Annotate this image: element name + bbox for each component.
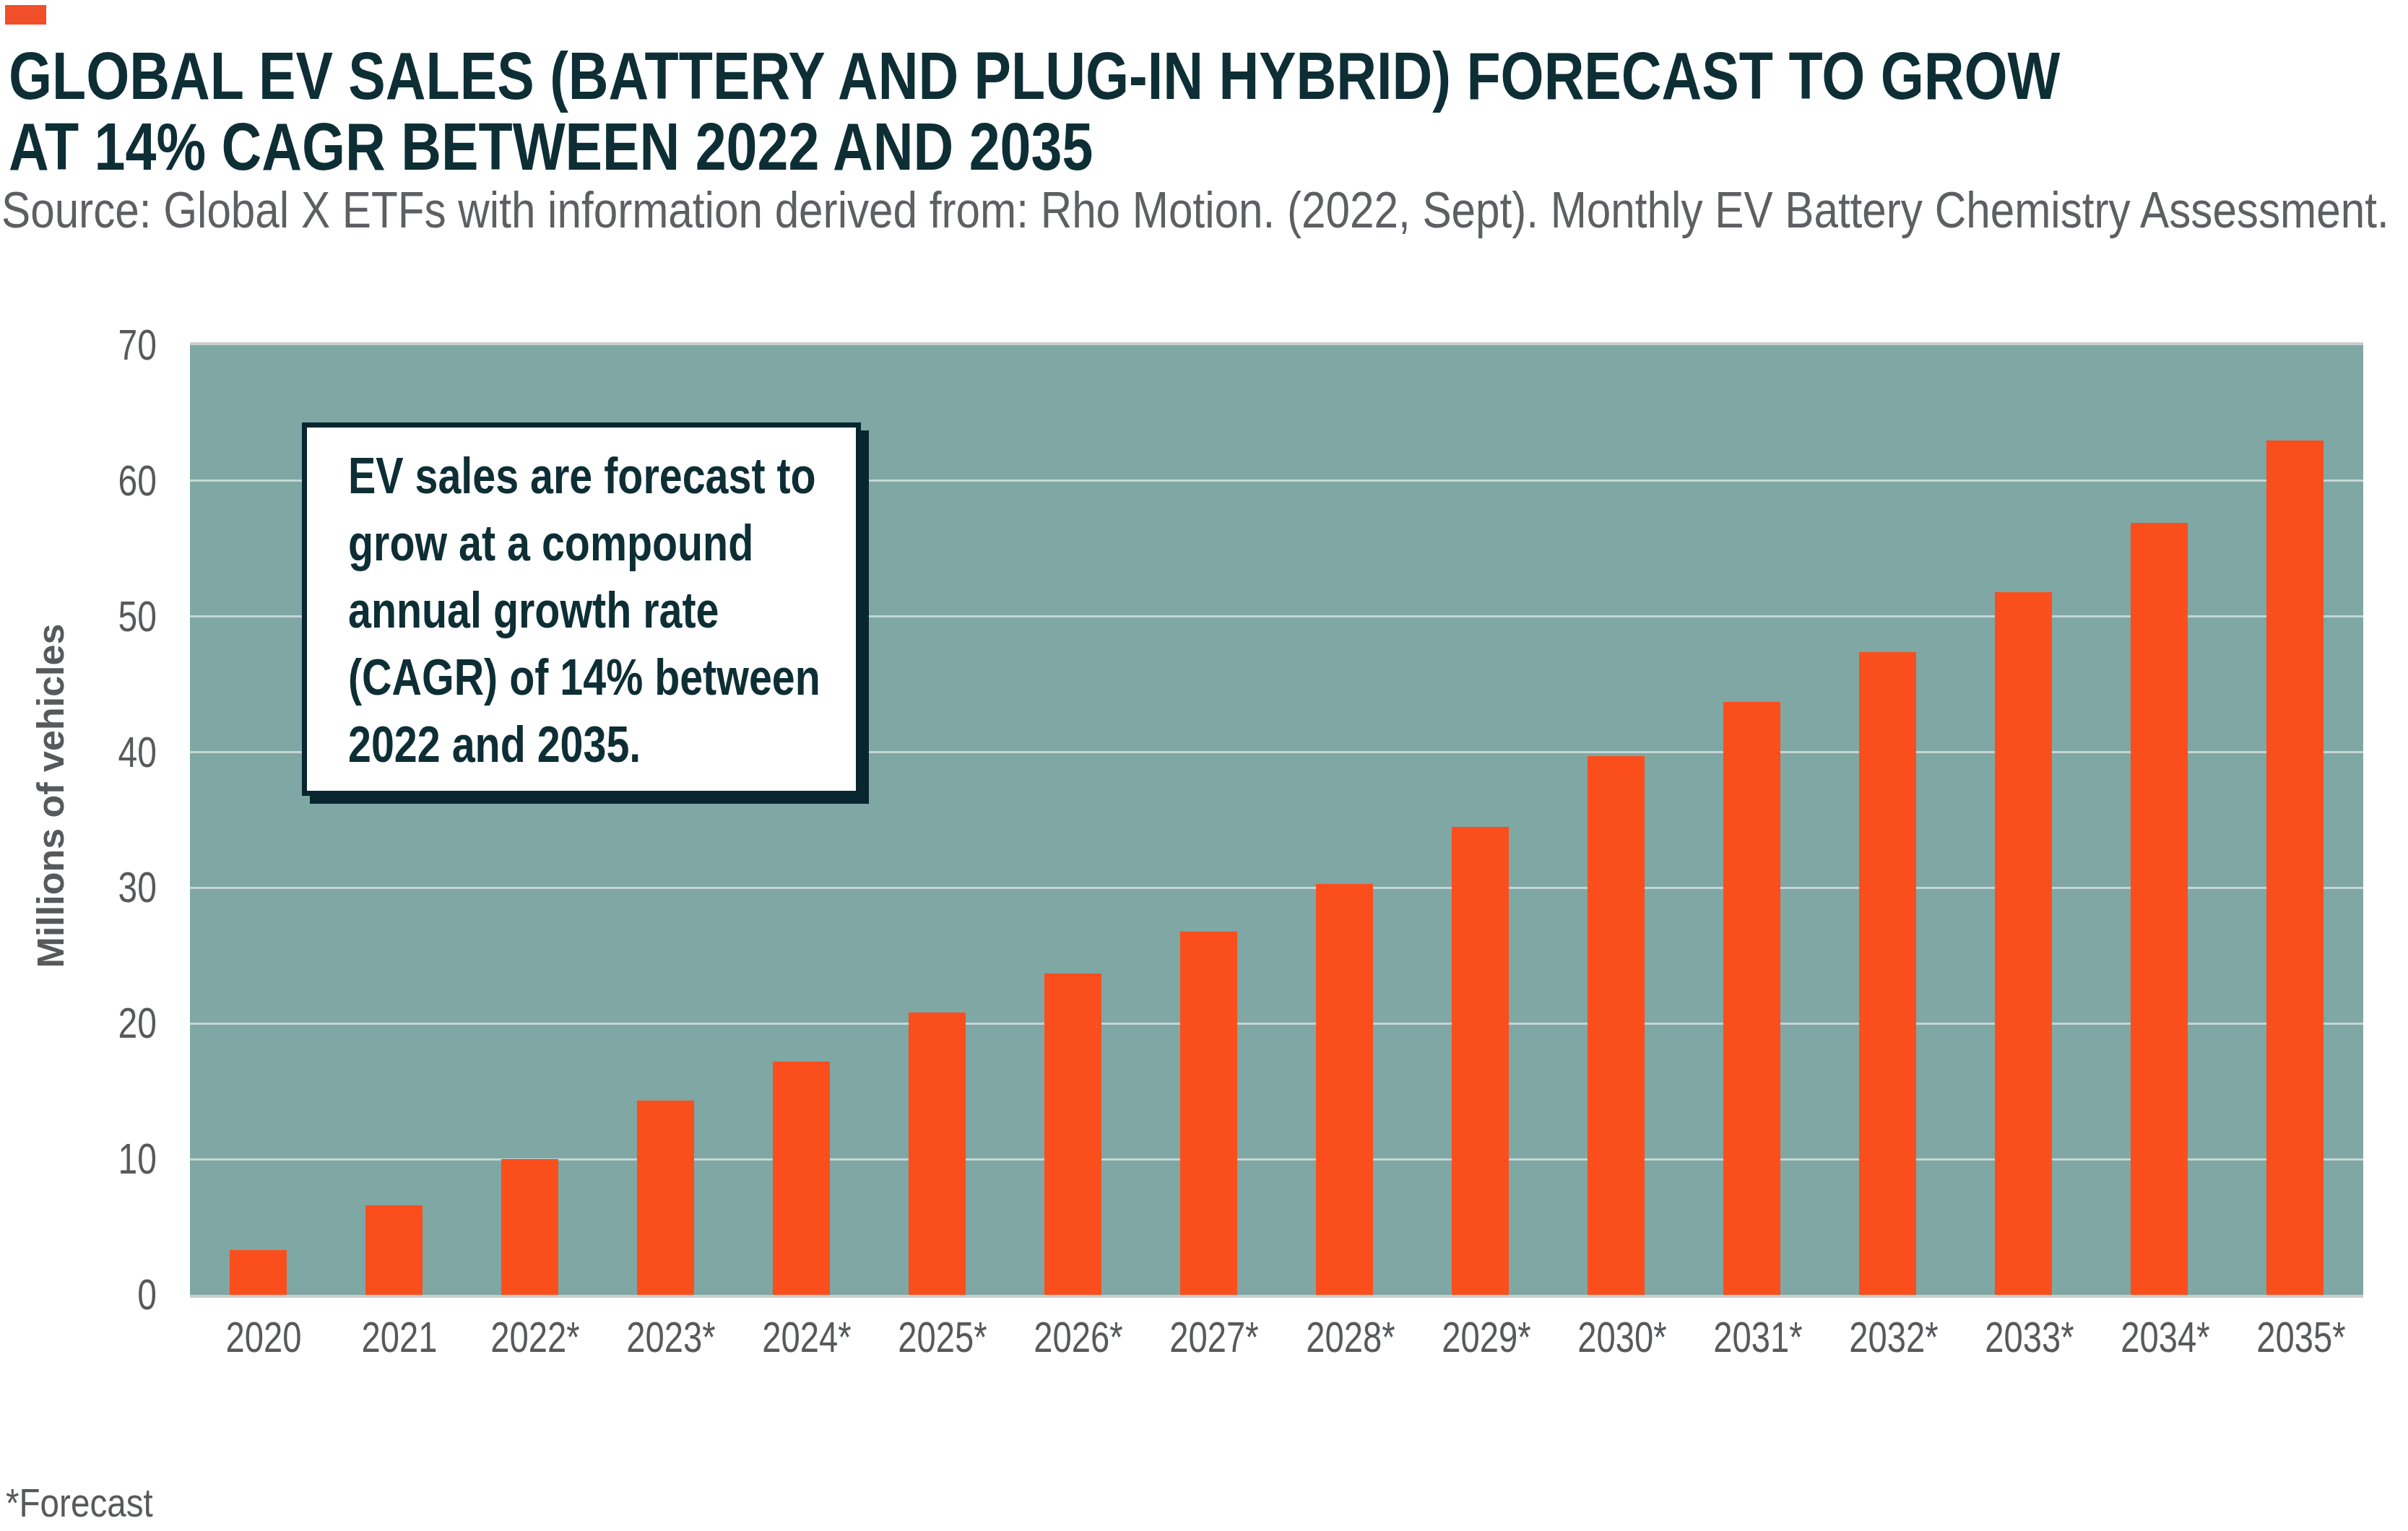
bar-2025 bbox=[909, 1012, 966, 1295]
x-tick-2020: 2020 bbox=[209, 1313, 318, 1362]
bar-2029 bbox=[1452, 827, 1509, 1295]
chart-title: GLOBAL EV SALES (BATTERY AND PLUG-IN HYB… bbox=[9, 40, 2060, 182]
accent-dash bbox=[5, 5, 46, 25]
x-tick-2022: 2022* bbox=[481, 1313, 589, 1362]
bar-2027 bbox=[1180, 932, 1237, 1295]
bar-2020 bbox=[230, 1250, 287, 1295]
x-axis-line bbox=[190, 1295, 2363, 1298]
y-tick-30: 30 bbox=[31, 866, 157, 909]
y-tick-0: 0 bbox=[31, 1273, 157, 1317]
plot-top-border bbox=[190, 342, 2363, 345]
title-line-1: GLOBAL EV SALES (BATTERY AND PLUG-IN HYB… bbox=[9, 40, 2060, 111]
bar-2026 bbox=[1044, 973, 1101, 1295]
source-note: Source: Global X ETFs with information d… bbox=[1, 181, 2389, 239]
callout-box: EV sales are forecast to grow at a compo… bbox=[302, 422, 861, 796]
forecast-footnote: *Forecast bbox=[6, 1479, 153, 1526]
x-tick-2025: 2025* bbox=[888, 1313, 997, 1362]
bar-2022 bbox=[501, 1159, 558, 1295]
x-tick-2034: 2034* bbox=[2111, 1313, 2219, 1362]
bar-2035 bbox=[2266, 441, 2323, 1296]
y-tick-70: 70 bbox=[31, 324, 157, 367]
callout-text: EV sales are forecast to grow at a compo… bbox=[348, 443, 758, 778]
x-tick-2028: 2028* bbox=[1296, 1313, 1404, 1362]
bar-2031 bbox=[1723, 702, 1780, 1295]
bar-2032 bbox=[1859, 652, 1916, 1295]
x-tick-2035: 2035* bbox=[2247, 1313, 2355, 1362]
x-tick-2031: 2031* bbox=[1704, 1313, 1812, 1362]
y-tick-10: 10 bbox=[31, 1137, 157, 1181]
x-tick-2026: 2026* bbox=[1024, 1313, 1132, 1362]
bar-2033 bbox=[1995, 592, 2052, 1295]
y-tick-40: 40 bbox=[31, 731, 157, 774]
y-tick-20: 20 bbox=[31, 1002, 157, 1045]
x-tick-2021: 2021 bbox=[345, 1313, 454, 1362]
x-tick-2029: 2029* bbox=[1432, 1313, 1540, 1362]
bar-2021 bbox=[365, 1205, 423, 1295]
bar-2030 bbox=[1588, 756, 1645, 1295]
x-tick-2032: 2032* bbox=[1840, 1313, 1948, 1362]
x-tick-2027: 2027* bbox=[1160, 1313, 1268, 1362]
x-tick-2033: 2033* bbox=[1975, 1313, 2084, 1362]
y-tick-60: 60 bbox=[31, 459, 157, 503]
y-tick-50: 50 bbox=[31, 595, 157, 638]
bar-2024 bbox=[773, 1062, 830, 1295]
x-tick-2023: 2023* bbox=[617, 1313, 725, 1362]
bar-2028 bbox=[1316, 884, 1373, 1295]
x-tick-2024: 2024* bbox=[753, 1313, 861, 1362]
bar-2034 bbox=[2131, 523, 2188, 1295]
title-line-2: AT 14% CAGR BETWEEN 2022 AND 2035 bbox=[9, 111, 2060, 182]
bar-2023 bbox=[637, 1101, 694, 1295]
x-tick-2030: 2030* bbox=[1567, 1313, 1676, 1362]
ev-sales-forecast-page: GLOBAL EV SALES (BATTERY AND PLUG-IN HYB… bbox=[0, 0, 2408, 1531]
